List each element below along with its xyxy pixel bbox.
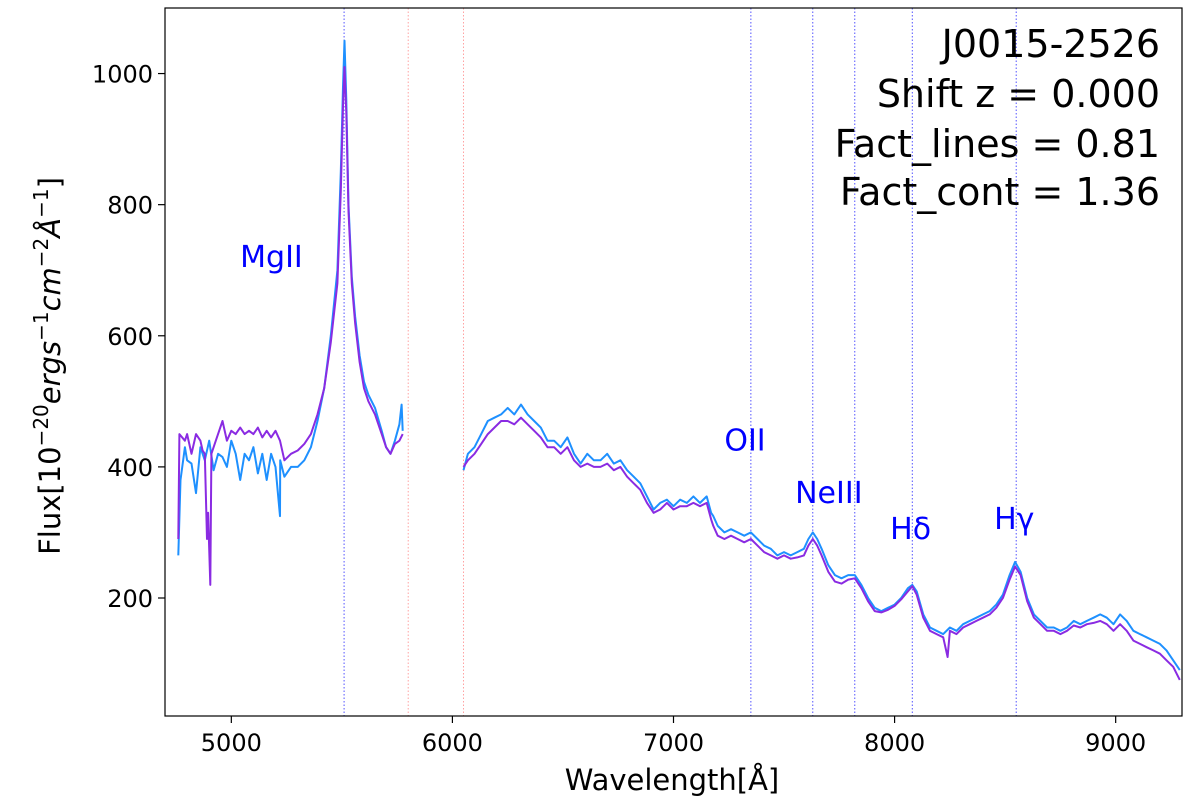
emission-line-label: OII xyxy=(724,424,765,459)
line-labels: MgII OII NeIII Hδ Hγ xyxy=(240,240,1034,547)
line-markers xyxy=(343,8,1017,716)
emission-line-label: Hδ xyxy=(890,512,931,547)
info-fact-cont: Fact_cont = 1.36 xyxy=(840,170,1160,214)
y-axis-label-exp2: −1 xyxy=(29,311,53,340)
x-ticks: 5000 6000 7000 8000 9000 xyxy=(201,716,1146,757)
emission-line-label: NeIII xyxy=(795,476,862,511)
y-axis-label: Flux[10−20ergs−1cm−2Å−1] xyxy=(29,177,67,555)
y-axis-label-mid2: cm xyxy=(33,267,67,311)
info-object-name: J0015-2526 xyxy=(940,22,1160,66)
x-tick-label: 5000 xyxy=(201,729,262,757)
y-axis-label-prefix: Flux[10 xyxy=(33,446,67,555)
y-axis-label-suffix: ] xyxy=(33,177,67,188)
x-tick-label: 6000 xyxy=(422,729,483,757)
info-shift: Shift z = 0.000 xyxy=(877,72,1160,116)
x-tick-label: 8000 xyxy=(864,729,925,757)
emission-line-label: Hγ xyxy=(994,502,1034,537)
info-box: J0015-2526 Shift z = 0.000 Fact_lines = … xyxy=(835,22,1160,214)
y-axis-label-mid3: Å xyxy=(33,218,67,240)
y-axis-label-exp4: −1 xyxy=(29,188,53,217)
y-axis-label-mid1: ergs xyxy=(33,341,67,404)
y-axis-label-exp3: −2 xyxy=(29,238,53,267)
emission-line-label: MgII xyxy=(240,240,303,275)
spectrum-series-2 xyxy=(177,66,1181,681)
y-tick-label: 400 xyxy=(107,454,153,482)
info-fact-lines: Fact_lines = 0.81 xyxy=(835,122,1160,166)
y-tick-label: 800 xyxy=(107,192,153,220)
y-tick-label: 600 xyxy=(107,323,153,351)
y-ticks: 200 400 600 800 1000 xyxy=(92,61,165,613)
x-tick-label: 9000 xyxy=(1085,729,1146,757)
x-axis-label: Wavelength[Å] xyxy=(565,763,780,797)
y-tick-label: 1000 xyxy=(92,61,153,89)
y-tick-label: 200 xyxy=(107,585,153,613)
x-tick-label: 7000 xyxy=(643,729,704,757)
spectrum-series xyxy=(177,39,1181,681)
y-axis-label-exp1: −20 xyxy=(29,404,53,446)
